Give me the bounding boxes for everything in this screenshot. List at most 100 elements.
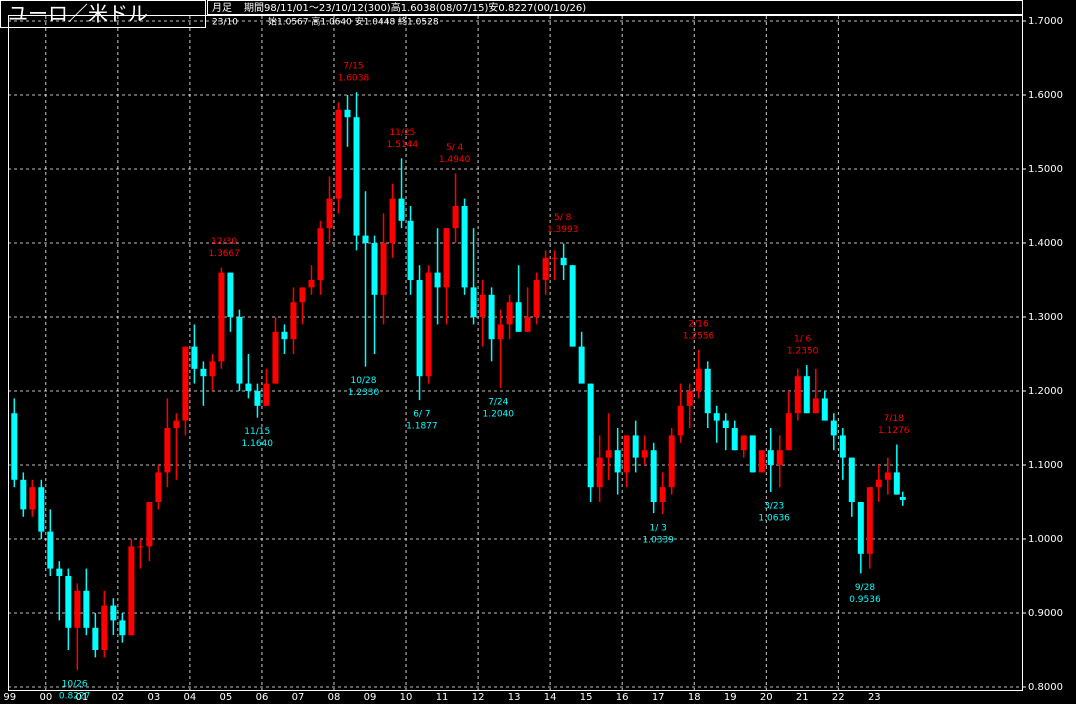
- candle-body: [560, 257, 567, 266]
- candle-body: [353, 117, 360, 236]
- candle-body: [632, 435, 639, 458]
- x-tick-label: 11: [436, 692, 449, 703]
- subtitle: 期間98/11/01～23/10/12(300)高1.6038(08/07/15…: [244, 1, 586, 14]
- candle-body: [497, 324, 504, 340]
- x-tick-label: 02: [111, 692, 124, 703]
- annotation-value: 1.2330: [348, 388, 380, 398]
- last-ohlc: 始1.0567 高1.0640 安1.0448 終1.0528: [268, 16, 439, 28]
- x-tick-label: 01: [75, 692, 88, 703]
- candle-body: [254, 391, 261, 406]
- annotation-value: 1.3667: [208, 249, 240, 259]
- annotation-date: 10/26: [62, 680, 88, 690]
- candle-body: [884, 472, 891, 480]
- annotation-value: 1.1640: [242, 439, 274, 449]
- y-tick-label: 1.1000: [1028, 460, 1063, 471]
- x-tick-label: 20: [760, 692, 773, 703]
- annotation-date: 11/15: [244, 427, 270, 437]
- candle-body: [146, 502, 153, 547]
- x-tick-label: 03: [148, 692, 161, 703]
- y-tick-label: 1.3000: [1028, 312, 1063, 323]
- candle-body: [515, 302, 522, 332]
- candle-body: [875, 479, 882, 488]
- candle-body: [767, 450, 774, 465]
- candle-body: [11, 413, 18, 480]
- annotation-date: 5/ 8: [554, 213, 572, 223]
- annotation-value: 1.0339: [642, 535, 674, 545]
- candle-body: [110, 605, 117, 621]
- candle-body: [398, 198, 405, 221]
- candle-body: [695, 368, 702, 391]
- y-tick-label: 1.2000: [1028, 386, 1063, 397]
- x-tick-label: 09: [364, 692, 377, 703]
- candle-body: [182, 346, 189, 421]
- candle-body: [335, 109, 342, 199]
- annotation-date: 11/25: [389, 128, 415, 138]
- y-tick-label: 1.6000: [1028, 90, 1063, 101]
- candle-body: [686, 391, 693, 406]
- annotation-value: 1.0636: [758, 513, 790, 523]
- candle-body: [749, 435, 756, 473]
- annotation-date: 7/24: [488, 398, 508, 408]
- header-box: [207, 0, 1023, 15]
- candle-body: [128, 546, 135, 636]
- candle-body: [641, 450, 648, 458]
- candle-body: [479, 294, 486, 317]
- candle-body: [803, 376, 810, 414]
- title-box: [0, 0, 206, 28]
- x-tick-label: 14: [544, 692, 557, 703]
- candle-body: [101, 605, 108, 650]
- candle-body: [119, 620, 126, 636]
- candle-body: [587, 383, 594, 488]
- candle-body: [74, 590, 81, 628]
- annotation-date: 12/30: [211, 237, 237, 247]
- x-tick-label: 18: [688, 692, 701, 703]
- annotation-value: 1.5144: [387, 140, 419, 150]
- x-tick-label: 19: [724, 692, 737, 703]
- candle-body: [326, 198, 333, 229]
- candle-body: [857, 502, 864, 554]
- candle-body: [200, 368, 207, 377]
- candle-body: [821, 398, 828, 421]
- candle-body: [470, 287, 477, 317]
- x-tick-label: 13: [508, 692, 521, 703]
- candle-body: [371, 243, 378, 295]
- candle-body: [272, 331, 279, 384]
- candle-body: [461, 206, 468, 288]
- candle-body: [848, 457, 855, 502]
- candle-body: [227, 272, 234, 317]
- annotation-value: 1.2350: [787, 347, 819, 357]
- candle-body: [65, 576, 72, 628]
- annotation-date: 7/18: [884, 414, 904, 424]
- candle-body: [209, 361, 216, 377]
- candle-body: [191, 346, 198, 369]
- candle-body: [659, 487, 666, 502]
- candle-body: [218, 272, 225, 362]
- x-tick-label: 12: [472, 692, 485, 703]
- annotation-value: 1.1877: [406, 422, 438, 432]
- candle-body: [668, 435, 675, 488]
- candle-body: [506, 302, 513, 325]
- candle-body: [263, 383, 270, 406]
- candle-body: [317, 228, 324, 280]
- candle-body: [56, 568, 63, 576]
- candle-body: [308, 280, 315, 288]
- candle-body: [290, 302, 297, 340]
- candle-body: [389, 198, 396, 243]
- annotation-value: 1.1276: [878, 426, 910, 436]
- candle-body: [236, 317, 243, 384]
- candle-body: [452, 206, 459, 229]
- candle-body: [839, 435, 846, 458]
- plot-frame: [8, 15, 1023, 691]
- candle-body: [740, 435, 747, 451]
- candle-body: [173, 420, 180, 428]
- annotation-value: 1.3993: [547, 225, 579, 235]
- y-tick-label: 1.5000: [1028, 164, 1063, 175]
- candle-body: [713, 413, 720, 421]
- candle-body: [830, 420, 837, 436]
- y-tick-label: 1.7000: [1028, 16, 1063, 27]
- annotation-value: 1.6038: [338, 74, 370, 84]
- candle-body: [614, 450, 621, 473]
